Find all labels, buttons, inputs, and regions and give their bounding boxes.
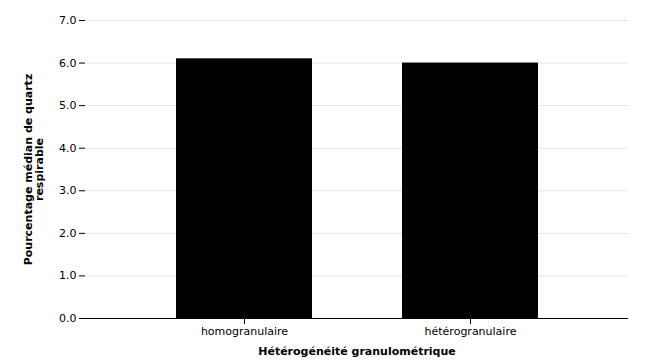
svg-text:3.0: 3.0 bbox=[59, 184, 77, 197]
svg-text:1.0: 1.0 bbox=[59, 269, 77, 282]
svg-text:4.0: 4.0 bbox=[59, 142, 77, 155]
svg-text:0.0: 0.0 bbox=[59, 312, 77, 325]
svg-text:6.0: 6.0 bbox=[59, 57, 77, 70]
svg-text:Hétérogénéité granulométrique: Hétérogénéité granulométrique bbox=[258, 345, 456, 358]
svg-text:hétérogranulaire: hétérogranulaire bbox=[425, 325, 517, 338]
svg-text:7.0: 7.0 bbox=[59, 14, 77, 27]
svg-text:5.0: 5.0 bbox=[59, 99, 77, 112]
svg-text:2.0: 2.0 bbox=[59, 227, 77, 240]
svg-text:homogranulaire: homogranulaire bbox=[201, 325, 288, 338]
svg-text:Pourcentage médian de quartzre: Pourcentage médian de quartzrespirable bbox=[22, 74, 46, 266]
